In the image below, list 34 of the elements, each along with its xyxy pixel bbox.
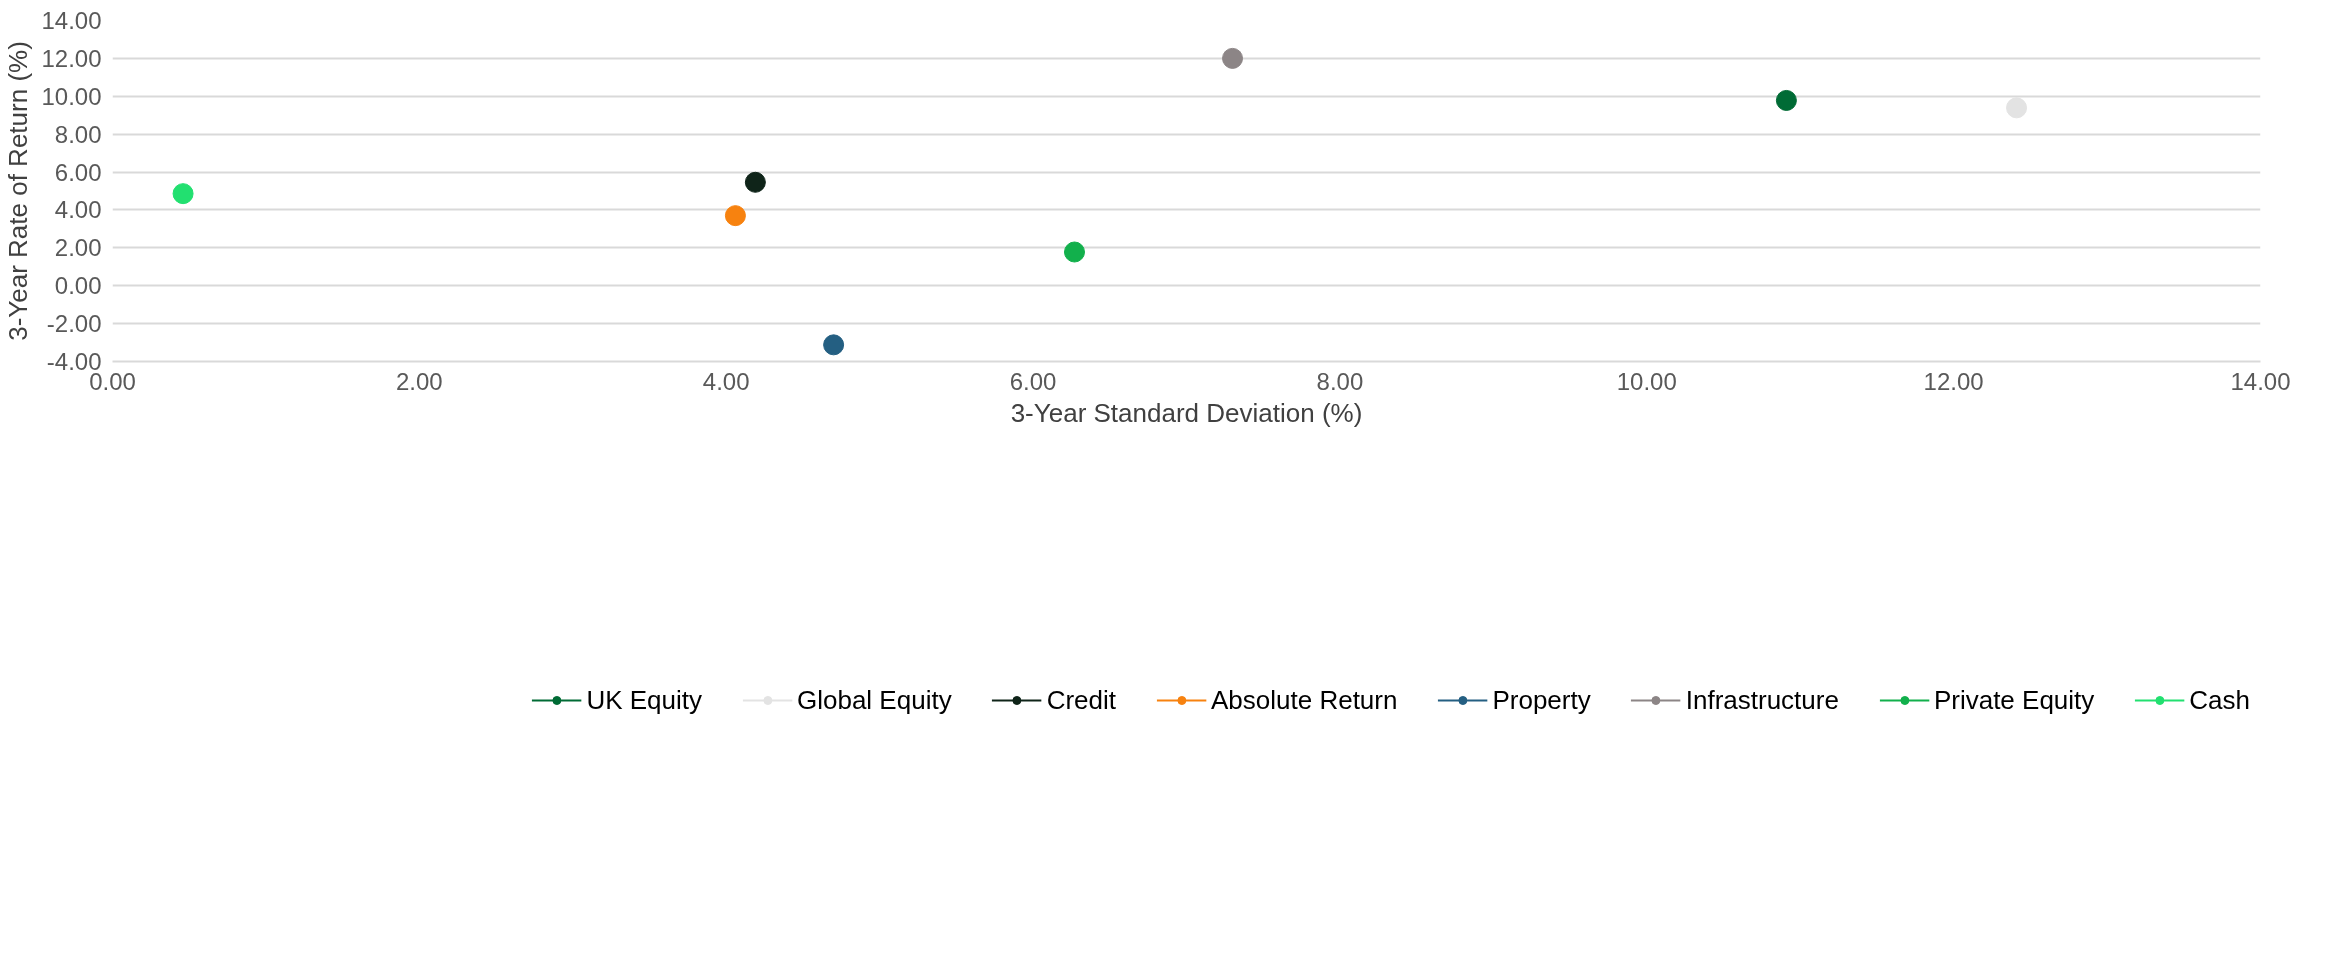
legend-label: Private Equity [1933,684,2095,716]
point [823,334,845,356]
legend-label: UK Equity [586,684,702,716]
x-tick-label: 10.00 [1616,367,1677,395]
y-tick-label: 10.00 [41,82,102,110]
legend-label: Infrastructure [1685,684,1839,716]
legend-label: Property [1492,684,1591,716]
x-axis-title: 3-Year Standard Deviation (%) [1010,397,1363,428]
y-tick-label: 4.00 [54,196,102,224]
y-tick-label: 14.00 [41,7,102,34]
x-tick-label: 12.00 [1923,367,1984,395]
y-tick-label: 2.00 [54,234,102,262]
y-tick-label: 0.00 [54,272,102,300]
legend-label: Global Equity [796,684,952,716]
x-tick-label: 14.00 [2230,367,2291,395]
point [1222,47,1244,69]
x-tick-label: 4.00 [702,367,750,395]
legend-label: Cash [2189,684,2250,716]
point [744,171,766,193]
x-tick-label: 6.00 [1009,367,1057,395]
point [724,205,746,227]
y-tick-label: 12.00 [41,44,102,72]
y-tick-label: 8.00 [54,120,102,148]
point [1775,89,1797,111]
y-axis-title: 3-Year Rate of Return (%) [3,41,34,341]
x-tick-label: 8.00 [1316,367,1364,395]
x-tick-label: 2.00 [396,367,443,395]
y-tick-label: -2.00 [46,310,102,338]
point [2006,97,2028,119]
point [1064,241,1085,263]
legend-label: Absolute Return [1211,684,1398,716]
y-tick-label: 6.00 [54,158,102,186]
legend-label: Credit [1046,684,1116,716]
point [172,183,194,205]
